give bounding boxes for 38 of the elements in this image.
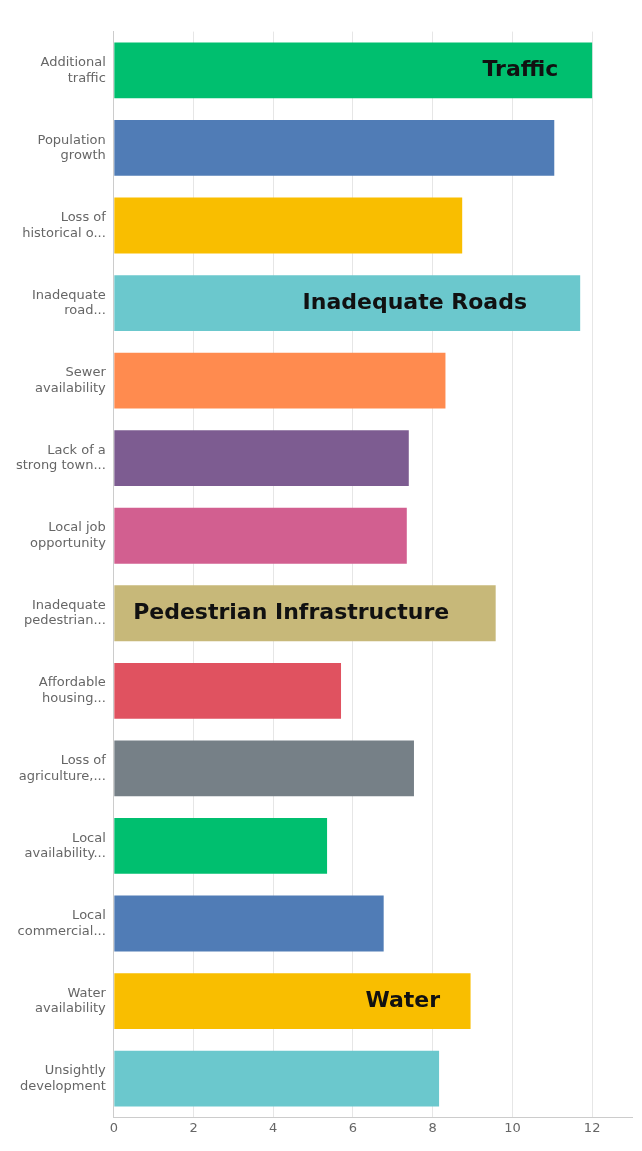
bar [114, 740, 414, 797]
bar [114, 352, 446, 409]
bar [114, 818, 328, 874]
annotation: Pedestrian Infrastructure [133, 599, 450, 624]
annotation: Inadequate Roads [302, 288, 527, 314]
bar [114, 197, 463, 254]
y-tick-label: Sewer availability [35, 364, 107, 395]
bar [114, 973, 471, 1029]
x-tick-label: 4 [269, 1119, 278, 1135]
y-tick-label: Affordable housing... [38, 674, 106, 706]
x-tick-label: 6 [348, 1119, 358, 1135]
y-tick-label: Population growth [37, 131, 106, 163]
bar [114, 42, 593, 99]
y-tick-label: Inadequate pedestrian... [23, 596, 106, 628]
x-tick-label: 12 [583, 1119, 601, 1135]
x-tick-label: 0 [109, 1119, 118, 1135]
y-tick-label: Loss of agriculture,... [18, 751, 107, 783]
x-tick-label: 8 [428, 1119, 437, 1135]
bar [114, 662, 342, 719]
bar [114, 430, 409, 487]
y-tick-label: Water availability [35, 984, 107, 1016]
annotation: Water [365, 986, 441, 1012]
bar [114, 507, 407, 564]
bar [114, 275, 581, 331]
y-tick-label: Additional traffic [40, 53, 106, 85]
x-tick-label: 10 [504, 1119, 521, 1135]
y-tick-label: Unsightly development [20, 1062, 107, 1093]
y-tick-label: Local availability... [24, 829, 106, 861]
x-tick-label: 2 [189, 1119, 198, 1135]
y-tick-label: Lack of a strong town... [16, 441, 106, 473]
y-tick-label: Loss of historical o... [22, 209, 107, 240]
bar [114, 120, 555, 176]
bar [114, 895, 384, 952]
bar [114, 1050, 440, 1107]
y-tick-label: Local commercial... [17, 907, 106, 938]
annotation: Traffic [482, 56, 559, 82]
y-tick-label: Local job opportunity [30, 519, 107, 550]
y-tick-label: Inadequate road... [31, 286, 106, 318]
